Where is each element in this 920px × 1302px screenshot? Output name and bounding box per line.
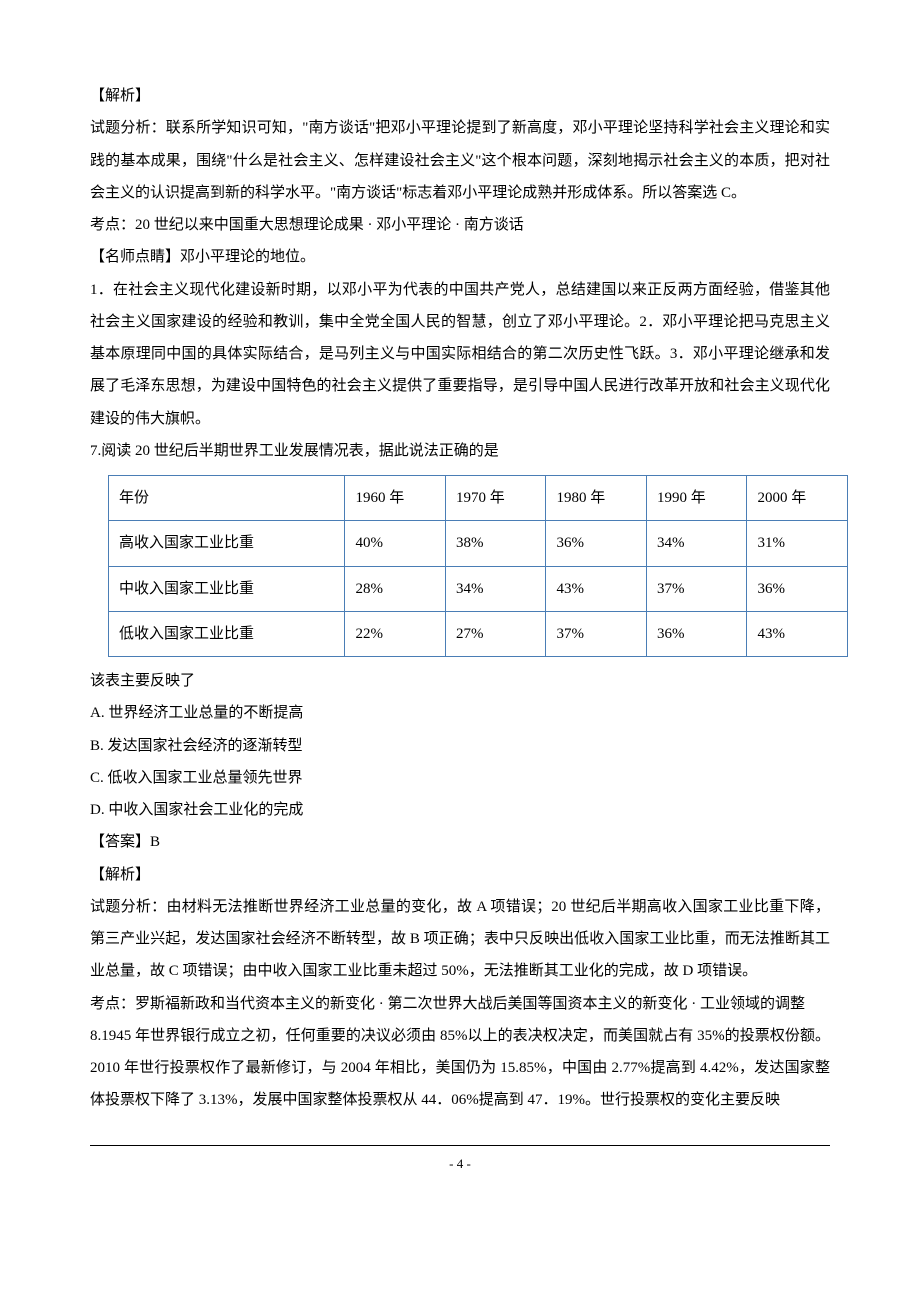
option-a: A. 世界经济工业总量的不断提高	[90, 697, 830, 729]
kaodian-paragraph-1: 考点：20 世纪以来中国重大思想理论成果 · 邓小平理论 · 南方谈话	[90, 209, 830, 241]
kaodian-paragraph-2: 考点：罗斯福新政和当代资本主义的新变化 · 第二次世界大战后美国等国资本主义的新…	[90, 988, 830, 1020]
analysis-header: 【解析】	[90, 80, 830, 112]
option-b: B. 发达国家社会经济的逐渐转型	[90, 730, 830, 762]
table-cell: 43%	[546, 566, 647, 611]
page-footer: - 4 -	[90, 1145, 830, 1178]
table-header-cell: 年份	[109, 476, 345, 521]
table-header-cell: 1970 年	[445, 476, 546, 521]
table-cell: 22%	[345, 611, 446, 656]
table-cell: 37%	[546, 611, 647, 656]
industry-table: 年份 1960 年 1970 年 1980 年 1990 年 2000 年 高收…	[108, 475, 848, 657]
table-cell: 36%	[646, 611, 747, 656]
option-c: C. 低收入国家工业总量领先世界	[90, 762, 830, 794]
option-d: D. 中收入国家社会工业化的完成	[90, 794, 830, 826]
table-cell: 38%	[445, 521, 546, 566]
tips-header: 【名师点睛】邓小平理论的地位。	[90, 241, 830, 273]
analysis-header-2: 【解析】	[90, 859, 830, 891]
table-cell: 36%	[546, 521, 647, 566]
table-header-cell: 1990 年	[646, 476, 747, 521]
table-row: 中收入国家工业比重 28% 34% 43% 37% 36%	[109, 566, 848, 611]
analysis-paragraph-2: 试题分析：由材料无法推断世界经济工业总量的变化，故 A 项错误；20 世纪后半期…	[90, 891, 830, 988]
table-cell: 37%	[646, 566, 747, 611]
answer-label: 【答案】B	[90, 826, 830, 858]
table-header-cell: 1980 年	[546, 476, 647, 521]
table-header-cell: 1960 年	[345, 476, 446, 521]
question-7-sub: 该表主要反映了	[90, 665, 830, 697]
question-8: 8.1945 年世界银行成立之初，任何重要的决议必须由 85%以上的表决权决定，…	[90, 1020, 830, 1117]
page-number: - 4 -	[449, 1156, 471, 1171]
table-cell: 高收入国家工业比重	[109, 521, 345, 566]
table-cell: 27%	[445, 611, 546, 656]
table-header-cell: 2000 年	[747, 476, 848, 521]
table-cell: 36%	[747, 566, 848, 611]
table-cell: 40%	[345, 521, 446, 566]
table-header-row: 年份 1960 年 1970 年 1980 年 1990 年 2000 年	[109, 476, 848, 521]
table-cell: 34%	[445, 566, 546, 611]
table-row: 低收入国家工业比重 22% 27% 37% 36% 43%	[109, 611, 848, 656]
table-cell: 低收入国家工业比重	[109, 611, 345, 656]
table-row: 高收入国家工业比重 40% 38% 36% 34% 31%	[109, 521, 848, 566]
tips-paragraph: 1．在社会主义现代化建设新时期，以邓小平为代表的中国共产党人，总结建国以来正反两…	[90, 274, 830, 435]
table-cell: 28%	[345, 566, 446, 611]
table-cell: 43%	[747, 611, 848, 656]
analysis-paragraph-1: 试题分析：联系所学知识可知，"南方谈话"把邓小平理论提到了新高度，邓小平理论坚持…	[90, 112, 830, 209]
question-7-intro: 7.阅读 20 世纪后半期世界工业发展情况表，据此说法正确的是	[90, 435, 830, 467]
table-cell: 34%	[646, 521, 747, 566]
table-cell: 31%	[747, 521, 848, 566]
table-cell: 中收入国家工业比重	[109, 566, 345, 611]
